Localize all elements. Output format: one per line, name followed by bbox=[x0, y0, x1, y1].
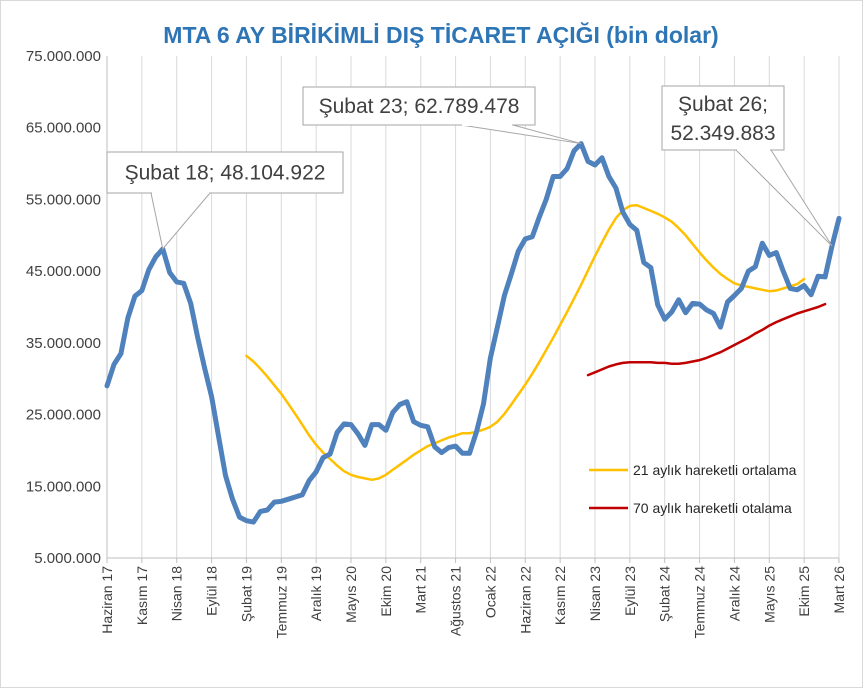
x-tick-label: Mart 26 bbox=[831, 566, 847, 614]
y-tick-label: 25.000.000 bbox=[26, 407, 101, 424]
callout-leader bbox=[150, 192, 212, 250]
series-line-ma70 bbox=[586, 302, 827, 377]
callout-leader bbox=[734, 149, 833, 247]
x-tick-label: Mayıs 20 bbox=[343, 566, 359, 623]
callout-label: Şubat 26; bbox=[678, 93, 768, 116]
callout-box bbox=[106, 151, 344, 194]
x-tick-label: Mart 21 bbox=[413, 566, 429, 614]
axes bbox=[106, 56, 839, 559]
x-tick-label: Şubat 19 bbox=[238, 566, 254, 622]
x-tick-label: Ekim 20 bbox=[378, 566, 394, 617]
x-tick-label: Eylül 23 bbox=[622, 566, 638, 616]
x-tick-label: Ekim 25 bbox=[796, 566, 812, 617]
y-tick-label: 15.000.000 bbox=[26, 478, 101, 495]
x-tick-label: Temmuz 19 bbox=[273, 566, 289, 639]
y-tick-label: 65.000.000 bbox=[26, 120, 101, 137]
x-tick-label: Haziran 17 bbox=[99, 566, 115, 634]
legend-label: 21 aylık hareketli ortalama bbox=[633, 462, 797, 478]
y-tick-label: 75.000.000 bbox=[26, 48, 101, 65]
legend: 21 aylık hareketli ortalama 70 aylık hare… bbox=[589, 462, 797, 516]
x-tick-label: Şubat 24 bbox=[657, 566, 673, 622]
series-line-ma21 bbox=[245, 203, 806, 482]
y-tick-label: 5.000.000 bbox=[34, 550, 101, 567]
x-tick-label: Aralık 19 bbox=[308, 566, 324, 621]
series-lines bbox=[104, 141, 842, 525]
callout-box bbox=[302, 86, 536, 126]
x-tick-label: Ocak 22 bbox=[482, 566, 498, 618]
callout-label: Şubat 18; 48.104.922 bbox=[125, 162, 326, 185]
x-tick-label: Haziran 22 bbox=[517, 566, 533, 634]
x-tick-label: Eylül 18 bbox=[204, 566, 220, 616]
x-tick-label: Nisan 23 bbox=[587, 566, 603, 621]
x-tick-label: Mayıs 25 bbox=[761, 566, 777, 623]
y-tick-label: 35.000.000 bbox=[26, 335, 101, 352]
y-tick-label: 55.000.000 bbox=[26, 191, 101, 208]
y-tick-labels: 75.000.000 65.000.000 55.000.000 45.000.000… bbox=[26, 48, 101, 567]
x-tick-label: Kasım 17 bbox=[134, 566, 150, 625]
callout-leader bbox=[460, 124, 582, 145]
x-tick-labels: Haziran 17 Kasım 17 Nisan 18 Eylül 18 Şubat … bbox=[99, 566, 847, 639]
y-tick-label: 45.000.000 bbox=[26, 263, 101, 280]
legend-label: 70 aylık hareketli otalama bbox=[633, 500, 792, 516]
callout-box bbox=[661, 85, 785, 151]
callouts: Şubat 18; 48.104.922 Şubat 23; 62.789.478… bbox=[106, 85, 833, 250]
x-tick-label: Temmuz 24 bbox=[692, 566, 708, 639]
series-line-main bbox=[104, 141, 842, 525]
x-tick-label: Aralık 24 bbox=[726, 566, 742, 621]
chart-title: MTA 6 AY BİRİKİMLİ DIŞ TİCARET AÇIĞI (bi… bbox=[163, 21, 718, 48]
x-tick-label: Kasım 22 bbox=[552, 566, 568, 625]
vertical-gridlines bbox=[106, 56, 840, 563]
callout-label: Şubat 23; 62.789.478 bbox=[319, 95, 520, 118]
x-tick-label: Ağustos 21 bbox=[448, 566, 464, 636]
callout-label: 52.349.883 bbox=[670, 122, 775, 145]
x-tick-label: Nisan 18 bbox=[169, 566, 185, 621]
